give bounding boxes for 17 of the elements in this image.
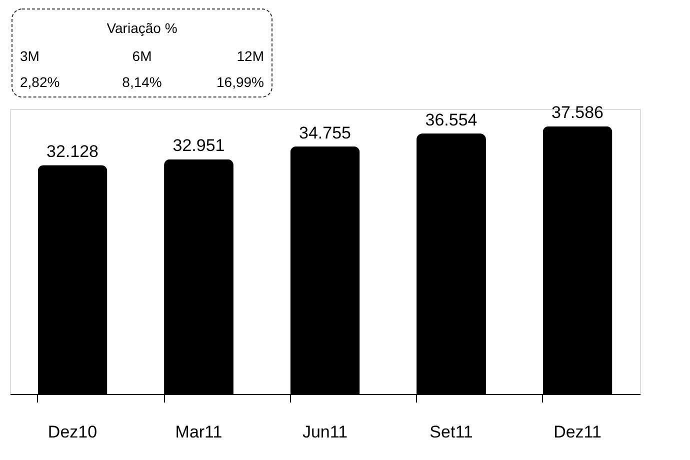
- text: 16,99%: [216, 74, 264, 90]
- data-label: 34.755: [299, 123, 351, 142]
- data-label: 37.586: [552, 103, 604, 122]
- x-tick-label: Mar11: [175, 422, 222, 442]
- x-tick-label: Dez10: [48, 422, 98, 442]
- text: 3M: [20, 48, 40, 64]
- text: 6M: [132, 48, 152, 64]
- x-tick-label: Set11: [430, 422, 473, 442]
- data-label: 32.951: [172, 136, 225, 156]
- data-label: 36.554: [425, 110, 478, 130]
- x-tick-label: Jun11: [302, 422, 348, 442]
- text: 12M: [236, 48, 264, 64]
- x-tick-label: Dez11: [554, 422, 602, 442]
- text: 8,14%: [122, 74, 162, 90]
- text: 2,82%: [20, 74, 60, 90]
- data-label: 32.128: [46, 142, 98, 162]
- text: Variação %: [106, 20, 178, 36]
